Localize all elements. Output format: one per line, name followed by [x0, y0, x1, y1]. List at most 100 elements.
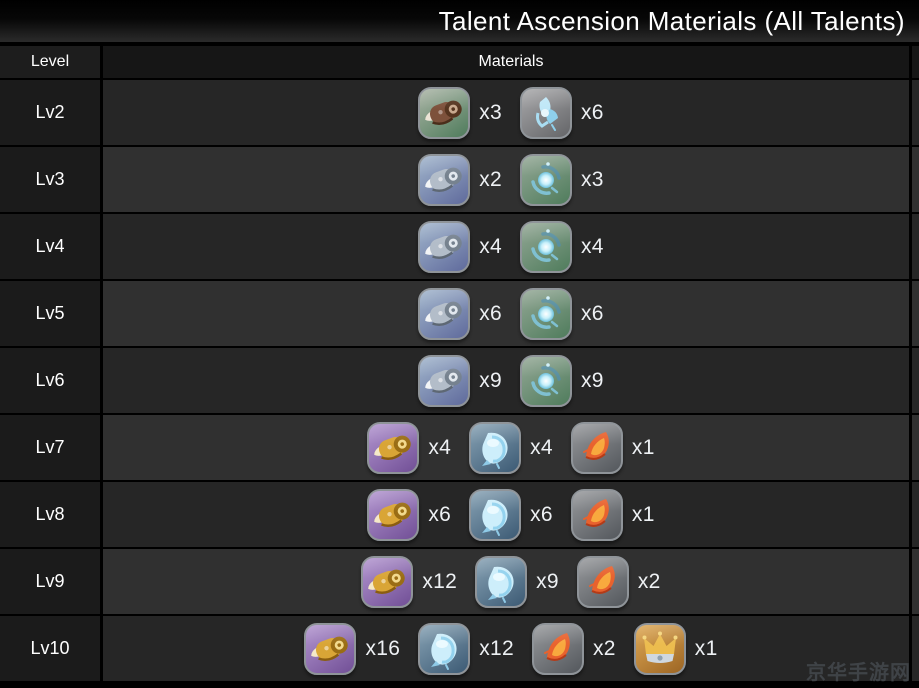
- table-row: Lv7 x4 x4 x1: [0, 415, 919, 482]
- level-cell: Lv3: [0, 147, 103, 212]
- flame-feather-icon: [570, 488, 623, 541]
- brown-scroll-icon: [418, 86, 471, 139]
- watermark: 京华手游网: [806, 662, 911, 684]
- materials-cell: x9 x9: [103, 348, 919, 413]
- material-quantity: x6: [479, 301, 502, 325]
- gold-scroll-icon: [304, 622, 357, 675]
- bottom-strip: [0, 683, 919, 688]
- materials-cell: x4 x4: [103, 214, 919, 279]
- level-cell: Lv4: [0, 214, 103, 279]
- flame-feather-icon: [570, 421, 623, 474]
- material-quantity: x6: [581, 301, 604, 325]
- material: x6: [520, 86, 604, 139]
- table-row: Lv4 x4 x4: [0, 214, 919, 281]
- column-header-level: Level: [0, 46, 103, 78]
- material-quantity: x4: [428, 435, 452, 459]
- ice-crystal-icon: [469, 488, 522, 541]
- table-row: Lv5 x6 x6: [0, 281, 919, 348]
- material-quantity: x3: [581, 167, 604, 191]
- flame-feather-icon: [531, 622, 584, 675]
- material-quantity: x6: [530, 502, 553, 526]
- gold-scroll-icon: [361, 555, 414, 608]
- material: x9: [520, 354, 604, 407]
- table-right-border: [909, 46, 912, 688]
- material-quantity: x1: [631, 502, 655, 526]
- blue-crystal-icon: [520, 86, 572, 139]
- material-quantity: x3: [479, 100, 502, 124]
- material: x2: [531, 622, 616, 675]
- material: x9: [418, 354, 502, 407]
- materials-cell: x16 x12 x2 x1: [103, 616, 919, 681]
- level-cell: Lv10: [0, 616, 103, 681]
- level-cell: Lv8: [0, 482, 103, 547]
- material: x4: [520, 220, 604, 273]
- material: x6: [520, 287, 604, 340]
- material: x4: [469, 421, 553, 474]
- material-quantity: x12: [479, 636, 514, 660]
- materials-cell: x4 x4 x1: [103, 415, 919, 480]
- material-quantity: x9: [581, 368, 604, 392]
- material-quantity: x1: [694, 636, 718, 660]
- glowing-orb-icon: [520, 153, 572, 206]
- table-row: Lv6 x9 x9: [0, 348, 919, 415]
- table-row: Lv10 x16 x12 x2 x1: [0, 616, 919, 683]
- material-quantity: x2: [592, 636, 616, 660]
- material: x16: [304, 622, 401, 675]
- material: x1: [570, 488, 655, 541]
- silver-scroll-icon: [418, 287, 471, 340]
- silver-scroll-icon: [418, 220, 471, 273]
- table-header-row: Level Materials: [0, 46, 919, 80]
- silver-scroll-icon: [418, 153, 471, 206]
- material-quantity: x9: [479, 368, 502, 392]
- material: x1: [633, 622, 718, 675]
- material-quantity: x2: [479, 167, 502, 191]
- material-quantity: x12: [422, 569, 458, 593]
- materials-cell: x6 x6: [103, 281, 919, 346]
- table-row: Lv3 x2 x3: [0, 147, 919, 214]
- table-row: Lv8 x6 x6 x1: [0, 482, 919, 549]
- page-title: Talent Ascension Materials (All Talents): [438, 5, 905, 36]
- material-quantity: x9: [536, 569, 559, 593]
- material: x4: [418, 220, 502, 273]
- glowing-orb-icon: [520, 220, 572, 273]
- material: x6: [469, 488, 553, 541]
- material-quantity: x6: [428, 502, 452, 526]
- level-cell: Lv9: [0, 549, 103, 614]
- material: x6: [367, 488, 452, 541]
- flame-feather-icon: [576, 555, 629, 608]
- level-cell: Lv6: [0, 348, 103, 413]
- materials-cell: x3 x6: [103, 80, 919, 145]
- column-header-materials: Materials: [103, 46, 919, 78]
- table-row: Lv2 x3 x6: [0, 80, 919, 147]
- silver-scroll-icon: [418, 354, 471, 407]
- gold-scroll-icon: [367, 488, 420, 541]
- ice-crystal-icon: [475, 555, 528, 608]
- material-quantity: x4: [479, 234, 502, 258]
- material-quantity: x4: [581, 234, 604, 258]
- material: x12: [418, 622, 514, 675]
- material: x12: [361, 555, 458, 608]
- gold-scroll-icon: [367, 421, 420, 474]
- glowing-orb-icon: [520, 354, 572, 407]
- materials-cell: x2 x3: [103, 147, 919, 212]
- material-quantity: x6: [581, 100, 604, 124]
- materials-cell: x6 x6 x1: [103, 482, 919, 547]
- material: x9: [475, 555, 559, 608]
- material-quantity: x1: [631, 435, 655, 459]
- level-cell: Lv7: [0, 415, 103, 480]
- material: x1: [570, 421, 655, 474]
- material: x4: [367, 421, 452, 474]
- material: x3: [520, 153, 604, 206]
- level-cell: Lv2: [0, 80, 103, 145]
- ice-crystal-icon: [469, 421, 522, 474]
- ice-crystal-icon: [418, 622, 471, 675]
- glowing-orb-icon: [520, 287, 572, 340]
- table-body: Lv2 x3 x6 Lv3 x2 x3 Lv4: [0, 80, 919, 683]
- title-bar: Talent Ascension Materials (All Talents): [0, 0, 919, 46]
- level-cell: Lv5: [0, 281, 103, 346]
- materials-cell: x12 x9 x2: [103, 549, 919, 614]
- golden-crown-icon: [633, 622, 686, 675]
- material: x2: [576, 555, 661, 608]
- material-quantity: x16: [365, 636, 401, 660]
- material: x2: [418, 153, 502, 206]
